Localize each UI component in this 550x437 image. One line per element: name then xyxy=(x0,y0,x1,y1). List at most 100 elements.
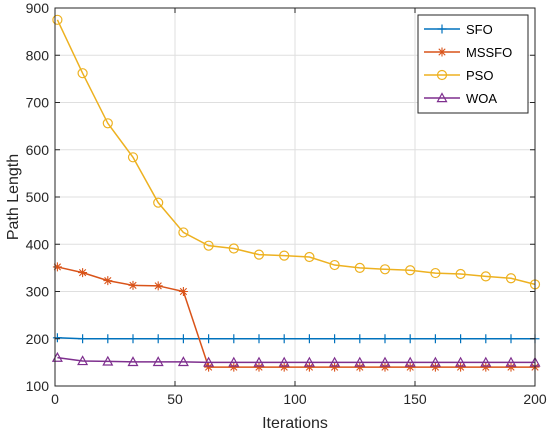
data-point-woa xyxy=(253,356,265,367)
data-point-pso xyxy=(405,265,416,276)
y-axis-title: Path Length xyxy=(5,154,22,240)
legend-item-mssfo: MSSFO xyxy=(424,45,512,60)
data-point-sfo xyxy=(430,334,440,344)
data-point-mssfo xyxy=(304,362,314,372)
data-point-pso xyxy=(304,251,315,263)
data-point-pso xyxy=(430,267,441,279)
data-point-woa xyxy=(455,356,467,367)
x-tick-label: 100 xyxy=(283,391,307,407)
data-point-woa xyxy=(203,356,215,367)
data-point-sfo xyxy=(204,334,214,344)
series-mssfo xyxy=(52,262,540,372)
legend-item-pso: PSO xyxy=(424,68,493,83)
data-point-woa xyxy=(480,356,492,367)
x-axis-title: Iterations xyxy=(262,415,328,432)
data-point-mssfo xyxy=(52,262,62,272)
legend-label: SFO xyxy=(466,22,493,37)
data-point-pso xyxy=(253,249,265,260)
data-point-sfo xyxy=(254,334,264,344)
data-point-sfo xyxy=(380,334,390,344)
data-point-sfo xyxy=(229,334,239,344)
legend-marker xyxy=(436,92,448,103)
data-point-mssfo xyxy=(103,276,113,286)
legend-marker xyxy=(436,69,448,81)
data-point-mssfo xyxy=(405,362,415,372)
data-point-sfo xyxy=(128,334,138,344)
data-point-mssfo xyxy=(481,362,491,372)
data-point-sfo xyxy=(279,334,289,344)
x-tick-label: 0 xyxy=(51,391,59,407)
legend-label: WOA xyxy=(466,91,497,106)
y-tick-label: 600 xyxy=(26,142,50,158)
data-point-pso xyxy=(279,250,290,261)
data-point-sfo xyxy=(304,334,314,344)
data-point-pso xyxy=(178,227,189,238)
y-tick-label: 300 xyxy=(26,284,50,300)
data-point-pso xyxy=(203,240,214,251)
data-point-woa xyxy=(354,356,366,367)
data-point-pso xyxy=(127,152,139,163)
data-point-woa xyxy=(77,355,89,366)
x-tick-label: 50 xyxy=(167,391,183,407)
data-point-sfo xyxy=(178,334,188,344)
series-layer xyxy=(51,14,541,372)
legend-item-sfo: SFO xyxy=(424,22,493,37)
data-point-mssfo xyxy=(330,362,340,372)
series-sfo xyxy=(52,333,540,344)
data-point-woa xyxy=(152,356,164,367)
data-point-woa xyxy=(303,356,315,367)
data-point-sfo xyxy=(481,334,491,344)
data-point-mssfo xyxy=(254,362,264,372)
y-tick-label: 400 xyxy=(26,236,50,252)
data-point-woa xyxy=(404,356,416,367)
legend-marker xyxy=(437,24,447,34)
data-point-sfo xyxy=(506,334,516,344)
data-point-woa xyxy=(429,356,441,367)
data-point-mssfo xyxy=(430,362,440,372)
data-point-woa xyxy=(228,356,240,367)
data-point-sfo xyxy=(78,334,88,344)
data-point-mssfo xyxy=(355,362,365,372)
y-tick-label: 100 xyxy=(26,378,50,394)
data-point-sfo xyxy=(405,334,415,344)
data-point-sfo xyxy=(103,334,113,344)
data-point-mssfo xyxy=(128,280,138,290)
series-woa xyxy=(51,351,541,367)
legend-marker xyxy=(437,47,447,57)
legend-label: PSO xyxy=(466,68,493,83)
data-point-pso xyxy=(102,118,113,129)
legend-item-woa: WOA xyxy=(424,91,497,106)
data-point-woa xyxy=(278,356,290,367)
data-point-pso xyxy=(354,262,365,273)
data-point-woa xyxy=(102,355,114,366)
data-point-mssfo xyxy=(78,268,88,278)
data-point-woa xyxy=(177,356,189,367)
data-point-mssfo xyxy=(506,362,516,372)
data-point-mssfo xyxy=(380,362,390,372)
y-tick-label: 800 xyxy=(26,47,50,63)
data-point-pso xyxy=(505,273,517,284)
data-point-sfo xyxy=(456,334,466,344)
data-point-woa xyxy=(127,356,139,367)
y-tick-label: 700 xyxy=(26,95,50,111)
data-point-sfo xyxy=(355,334,365,344)
data-point-mssfo xyxy=(204,362,214,372)
data-point-pso xyxy=(480,271,491,282)
data-point-pso xyxy=(153,197,164,208)
legend-label: MSSFO xyxy=(466,45,512,60)
data-point-pso xyxy=(379,264,391,275)
y-tick-label: 200 xyxy=(26,331,50,347)
data-point-sfo xyxy=(52,333,62,343)
data-point-mssfo xyxy=(456,362,466,372)
series-line-woa xyxy=(57,356,535,364)
data-point-mssfo xyxy=(153,281,163,291)
legend-box xyxy=(417,14,529,114)
series-pso xyxy=(52,14,541,290)
data-point-sfo xyxy=(153,334,163,344)
legend: SFO MSSFO PSO WOA xyxy=(417,14,529,114)
data-point-woa xyxy=(505,356,517,367)
data-point-pso xyxy=(455,268,466,280)
data-point-pso xyxy=(77,68,88,79)
axis-ticks: 0 50 100 150 200 100 200 300 400 500 600 700 800 900 xyxy=(26,0,547,407)
